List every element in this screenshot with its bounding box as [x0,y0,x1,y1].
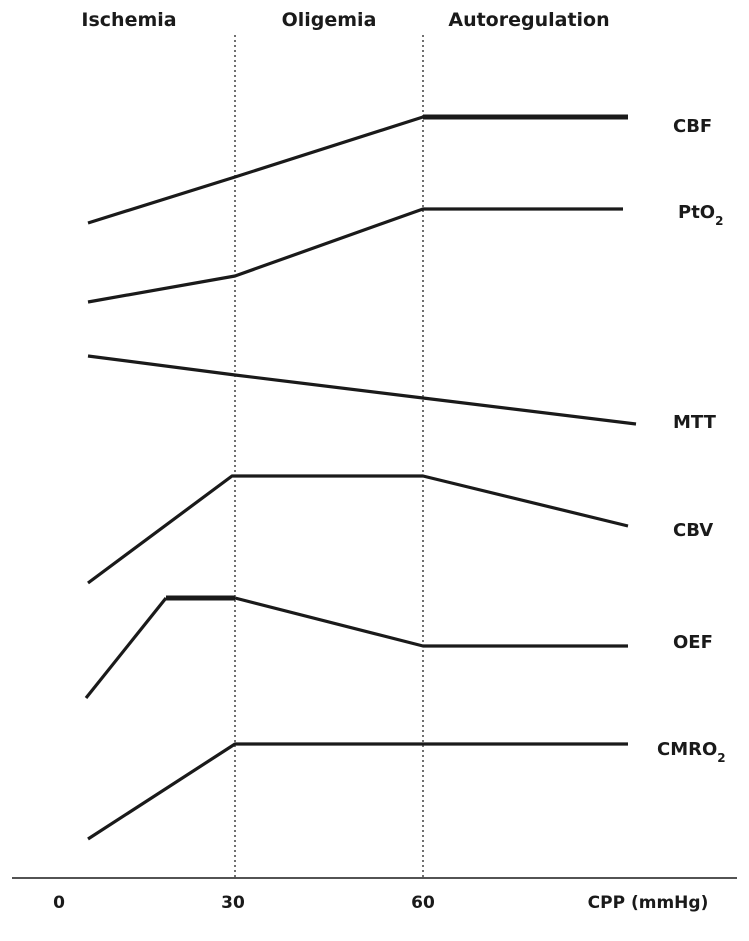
curve-label-cmro2-main: CMRO [657,739,717,760]
zone-label-autoregulation: Autoregulation [448,9,609,31]
curve-label-oef: OEF [673,632,713,653]
curve-label-pto2-sub: 2 [715,214,723,228]
tick-label-30: 30 [221,893,245,913]
curve-label-pto2: PtO2 [678,202,723,228]
curve-mtt [87,354,637,426]
curve-cbf-rise [87,115,424,225]
zone-label-oligemia: Oligemia [282,9,377,31]
tick-label-0: 0 [53,893,65,913]
curve-label-pto2-main: PtO [678,202,715,223]
tick-label-60: 60 [411,893,435,913]
curve-label-cmro2-sub: 2 [717,751,725,765]
curve-cbv [87,474,629,585]
curve-label-cbf: CBF [673,116,712,137]
curve-cmro2 [87,742,628,841]
curve-label-cmro2: CMRO2 [657,739,726,765]
curve-label-mtt: MTT [673,412,717,433]
axis-label-cpp: CPP (mmHg) [588,893,709,913]
zone-label-ischemia: Ischemia [81,9,176,31]
curve-label-cbv: CBV [673,520,713,541]
curve-oef-fall [234,596,628,648]
curve-oef-rise [84,597,168,699]
curve-pto2 [87,207,623,304]
